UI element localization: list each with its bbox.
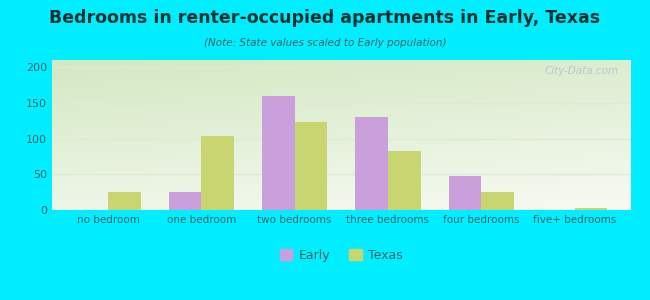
Bar — [481, 192, 514, 210]
Legend: Early, Texas: Early, Texas — [275, 244, 408, 267]
Text: City-Data.com: City-Data.com — [545, 66, 619, 76]
Bar — [356, 117, 388, 210]
Bar — [294, 122, 327, 210]
Bar — [202, 136, 234, 210]
Bar — [108, 192, 140, 210]
Bar — [575, 208, 607, 210]
Bar — [388, 152, 421, 210]
Bar — [448, 176, 481, 210]
Text: Bedrooms in renter-occupied apartments in Early, Texas: Bedrooms in renter-occupied apartments i… — [49, 9, 601, 27]
Bar — [262, 96, 294, 210]
Text: (Note: State values scaled to Early population): (Note: State values scaled to Early popu… — [203, 38, 447, 47]
Bar — [168, 192, 202, 210]
